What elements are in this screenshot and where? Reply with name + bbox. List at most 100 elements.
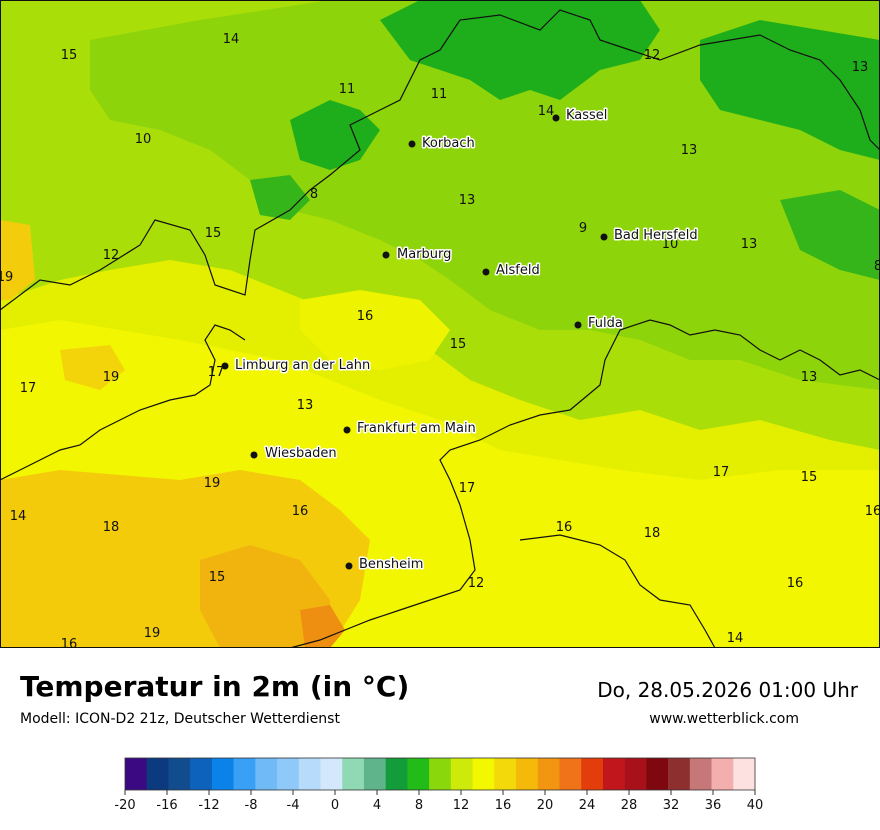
- temp-label: 16: [61, 637, 78, 648]
- legend-swatch: [146, 758, 169, 790]
- legend-tick-label: 28: [621, 798, 638, 813]
- temp-label: 19: [0, 270, 13, 285]
- city-dot: [574, 321, 582, 329]
- temperature-map: 15 14 11 11 14 12 13 10 13 8 13 9 10 13 …: [0, 0, 880, 648]
- temp-label: 12: [468, 576, 485, 591]
- legend-swatch: [255, 758, 278, 790]
- city-dot: [552, 114, 560, 122]
- temp-label: 13: [297, 398, 314, 413]
- city-label: Marburg: [397, 247, 451, 262]
- legend-swatch: [516, 758, 539, 790]
- temperature-labels: 15 14 11 11 14 12 13 10 13 8 13 9 10 13 …: [0, 32, 880, 648]
- temp-label: 13: [459, 193, 476, 208]
- website-link[interactable]: www.wetterblick.com: [649, 711, 799, 727]
- temp-label: 13: [852, 60, 869, 75]
- temp-zone-orange-hot: [300, 605, 345, 648]
- legend-tick-label: 32: [663, 798, 680, 813]
- legend-tick-label: 24: [579, 798, 596, 813]
- city-fulda[interactable]: Fulda: [574, 315, 624, 333]
- city-alsfeld[interactable]: Alsfeld: [482, 262, 541, 280]
- legend-tick-label: -12: [198, 798, 219, 813]
- temp-zone-yellow-center: [300, 290, 450, 370]
- legend-swatch: [646, 758, 669, 790]
- legend-swatch: [581, 758, 604, 790]
- legend-swatch: [537, 758, 560, 790]
- city-korbach[interactable]: Korbach: [408, 135, 476, 153]
- legend-tick-label: -4: [287, 798, 300, 813]
- temp-label: 14: [538, 104, 555, 119]
- city-label: Bad Hersfeld: [614, 228, 698, 243]
- city-dot: [345, 562, 353, 570]
- city-dot: [343, 426, 351, 434]
- legend-tick-label: -20: [115, 798, 136, 813]
- legend-tick-label: -16: [156, 798, 177, 813]
- temp-label: 13: [801, 370, 818, 385]
- temp-label: 16: [357, 309, 374, 324]
- legend-swatch: [211, 758, 234, 790]
- temp-zone-green: [90, 0, 880, 390]
- temp-zone-dark-green-ne: [700, 20, 880, 160]
- legend-tick-label: 8: [415, 798, 423, 813]
- city-marburg[interactable]: Marburg: [382, 246, 453, 264]
- temp-label: 14: [223, 32, 240, 47]
- temp-label: 10: [135, 132, 152, 147]
- temp-label: 14: [10, 509, 27, 524]
- legend-swatch: [559, 758, 582, 790]
- temp-label: 19: [204, 476, 221, 491]
- legend-tick-label: 12: [453, 798, 470, 813]
- legend-tick-label: 20: [537, 798, 554, 813]
- temp-label: 13: [741, 237, 758, 252]
- city-label: Limburg an der Lahn: [235, 358, 370, 373]
- forecast-datetime: Do, 28.05.2026 01:00 Uhr: [597, 678, 858, 702]
- color-legend: -20 -16 -12 -8 -4 0 4 8 12 16 20 24 28 32 36 40: [114, 756, 765, 826]
- legend-swatch: [277, 758, 300, 790]
- legend-swatch: [407, 758, 430, 790]
- temp-label: 16: [556, 520, 573, 535]
- legend-swatch: [689, 758, 712, 790]
- legend-bar: -20 -16 -12 -8 -4 0 4 8 12 16 20 24 28 32 36 40: [114, 757, 764, 813]
- legend-swatch: [624, 758, 647, 790]
- city-wiesbaden[interactable]: Wiesbaden: [250, 445, 338, 463]
- legend-swatch: [385, 758, 408, 790]
- temp-label: 17: [459, 481, 476, 496]
- city-kassel[interactable]: Kassel: [552, 107, 609, 125]
- city-frankfurt-am-main[interactable]: Frankfurt am Main: [343, 420, 477, 438]
- city-limburg-an-der-lahn[interactable]: Limburg an der Lahn: [221, 357, 372, 375]
- legend-tick-label: 36: [705, 798, 722, 813]
- legend-tick-label: -8: [245, 798, 258, 813]
- legend-swatch: [125, 758, 148, 790]
- legend-swatch: [168, 758, 191, 790]
- temp-label: 17: [208, 365, 225, 380]
- legend-swatch: [602, 758, 625, 790]
- temp-label: 16: [865, 504, 880, 519]
- temp-zone-dark-green-north: [380, 0, 660, 100]
- temp-zone-dark-green-sw: [250, 175, 310, 220]
- legend-swatch: [450, 758, 473, 790]
- temp-label: 15: [801, 470, 818, 485]
- temp-label: 12: [103, 248, 120, 263]
- state-border: [0, 9, 880, 648]
- legend-tick-label: 16: [495, 798, 512, 813]
- temp-label: 13: [681, 143, 698, 158]
- legend-swatch: [342, 758, 365, 790]
- temp-label: 17: [20, 381, 37, 396]
- legend-swatch: [472, 758, 495, 790]
- temp-label: 19: [144, 626, 161, 641]
- legend-tick-label: 40: [747, 798, 764, 813]
- temp-label: 15: [209, 570, 226, 585]
- temp-label: 18: [644, 526, 661, 541]
- city-label: Kassel: [566, 108, 607, 123]
- legend-swatch: [668, 758, 691, 790]
- legend-tick-label: 4: [373, 798, 381, 813]
- city-dot: [221, 362, 229, 370]
- temp-zone-dark-green-e: [780, 190, 880, 280]
- legend-swatch: [429, 758, 452, 790]
- city-label: Frankfurt am Main: [357, 421, 476, 436]
- city-bensheim[interactable]: Bensheim: [345, 556, 425, 574]
- temp-label: 16: [787, 576, 804, 591]
- temp-label: 10: [662, 237, 679, 252]
- city-bad-hersfeld[interactable]: Bad Hersfeld: [600, 227, 699, 245]
- temp-zone-orange-mid: [60, 345, 125, 390]
- map-footer: Temperatur in 2m (in °C) Modell: ICON-D2…: [0, 648, 880, 830]
- temp-label: 18: [103, 520, 120, 535]
